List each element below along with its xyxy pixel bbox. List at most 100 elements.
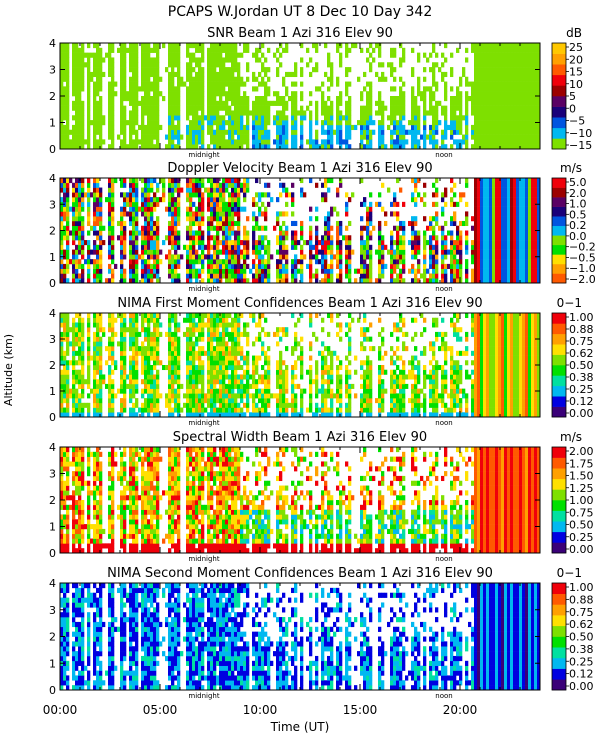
y-tick-label: 0 <box>49 547 56 560</box>
colorbar: 1.000.880.750.620.500.380.250.120.00 <box>551 581 594 693</box>
unit-label: dB <box>566 26 582 40</box>
colorbar: 2.001.751.501.251.000.750.500.250.00 <box>551 445 594 556</box>
colorbar-swatch <box>552 254 566 265</box>
colorbar-swatch <box>552 53 566 65</box>
x-axis-label: Time (UT) <box>270 720 330 734</box>
colorbar-swatch <box>552 127 566 139</box>
colorbar-swatch <box>552 679 566 691</box>
marker-noon: noon <box>435 555 452 563</box>
colorbar-swatch <box>552 197 566 207</box>
colorbar-swatch <box>552 604 566 616</box>
x-tick-label: 05:00 <box>143 703 178 717</box>
unit-label: 0−1 <box>557 296 582 310</box>
heatmap-field <box>60 447 541 554</box>
colorbar-swatch <box>552 625 566 637</box>
colorbar-swatch <box>552 468 566 480</box>
panel-2: Doppler Velocity Beam 1 Azi 316 Elev 90 m… <box>49 161 596 293</box>
colorbar-swatch <box>552 96 566 107</box>
panel-title: Spectral Width Beam 1 Azi 316 Elev 90 <box>173 430 427 445</box>
colorbar-swatch <box>552 647 566 659</box>
colorbar-tick-label: 0.50 <box>569 519 594 532</box>
colorbar-swatch <box>552 406 566 418</box>
colorbar-tick-label: 0.12 <box>569 668 594 681</box>
marker-midnight: midnight <box>188 151 219 159</box>
y-tick-label: 1 <box>49 657 56 670</box>
colorbar-tick-label: −10 <box>569 127 592 140</box>
colorbar-tick-label: −5 <box>569 115 585 128</box>
colorbar-swatch <box>552 263 566 274</box>
y-tick-label: 4 <box>49 441 56 454</box>
colorbar-tick-label: 1.75 <box>569 457 594 470</box>
panel-3: NIMA First Moment Confidences Beam 1 Azi… <box>49 296 594 427</box>
colorbar-tick-label: 2.00 <box>569 445 594 458</box>
y-tick-label: 3 <box>49 468 56 481</box>
colorbar-tick-label: 0.00 <box>569 680 594 693</box>
y-tick-label: 3 <box>49 198 56 211</box>
colorbar-swatch <box>552 531 566 543</box>
colorbar-swatch <box>552 273 566 284</box>
colorbar-swatch <box>552 235 566 246</box>
colorbar-tick-label: 0.62 <box>569 347 594 360</box>
colorbar-tick-label: 5 <box>569 90 576 103</box>
colorbar-swatch <box>552 216 566 227</box>
marker-noon: noon <box>435 692 452 700</box>
colorbar-swatch <box>552 396 566 407</box>
colorbar-tick-label: 0.12 <box>569 395 594 408</box>
unit-label: m/s <box>560 430 582 444</box>
y-tick-label: 1 <box>49 385 56 398</box>
x-tick-label: 20:00 <box>443 703 478 717</box>
y-tick-label: 0 <box>49 143 56 156</box>
colorbar-tick-label: 0.2 <box>569 219 587 232</box>
colorbar-swatch <box>552 593 566 605</box>
colorbar-swatch <box>552 457 566 469</box>
colorbar-tick-label: 0.00 <box>569 407 594 420</box>
panel-title: SNR Beam 1 Azi 316 Elev 90 <box>207 26 393 41</box>
colorbar-tick-label: −0.5 <box>569 251 596 264</box>
colorbar-tick-label: 0.88 <box>569 323 594 336</box>
panel-title: NIMA Second Moment Confidences Beam 1 Az… <box>107 566 493 581</box>
colorbar-swatch <box>552 117 566 129</box>
colorbar-tick-label: 1.50 <box>569 470 594 483</box>
colorbar-swatch <box>552 187 566 198</box>
colorbar: 5.02.01.00.50.20.0−0.2−0.5−1.0−2.0 <box>551 176 596 286</box>
colorbar-tick-label: 2.0 <box>569 187 587 200</box>
heatmap-field <box>60 583 541 691</box>
y-tick-label: 0 <box>49 411 56 424</box>
marker-noon: noon <box>435 151 452 159</box>
marker-midnight: midnight <box>188 419 219 427</box>
heatmap-field <box>60 313 541 418</box>
x-tick-label: 10:00 <box>243 703 278 717</box>
colorbar-swatch <box>552 385 566 397</box>
colorbar-tick-label: 5.0 <box>569 176 587 189</box>
colorbar-tick-label: 25 <box>569 41 583 54</box>
colorbar-swatch <box>552 615 566 627</box>
colorbar-tick-label: 0.25 <box>569 383 594 396</box>
marker-midnight: midnight <box>188 555 219 563</box>
colorbar-tick-label: 10 <box>569 78 583 91</box>
colorbar-tick-label: 1.00 <box>569 581 594 594</box>
colorbar-tick-label: 0.5 <box>569 208 587 221</box>
colorbar-swatch <box>552 583 566 594</box>
colorbar-swatch <box>552 85 566 97</box>
colorbar-tick-label: 0.88 <box>569 593 594 606</box>
colorbar-swatch <box>552 365 566 376</box>
colorbar-swatch <box>552 636 566 648</box>
colorbar-swatch <box>552 478 566 490</box>
colorbar-swatch <box>552 206 566 217</box>
unit-label: m/s <box>560 161 582 175</box>
panel-title: Doppler Velocity Beam 1 Azi 316 Elev 90 <box>167 161 432 176</box>
y-tick-label: 2 <box>49 225 56 238</box>
y-tick-label: 3 <box>49 604 56 617</box>
x-tick-label: 00:00 <box>43 703 78 717</box>
colorbar-tick-label: 0.50 <box>569 631 594 644</box>
y-tick-label: 4 <box>49 37 56 50</box>
colorbar-tick-label: 0.38 <box>569 643 594 656</box>
figure-title: PCAPS W.Jordan UT 8 Dec 10 Day 342 <box>168 4 432 20</box>
y-axis-label: Altitude (km) <box>2 334 15 406</box>
marker-noon: noon <box>435 285 452 293</box>
y-tick-label: 3 <box>49 333 56 346</box>
colorbar-swatch <box>552 521 566 533</box>
colorbar-swatch <box>552 178 566 188</box>
